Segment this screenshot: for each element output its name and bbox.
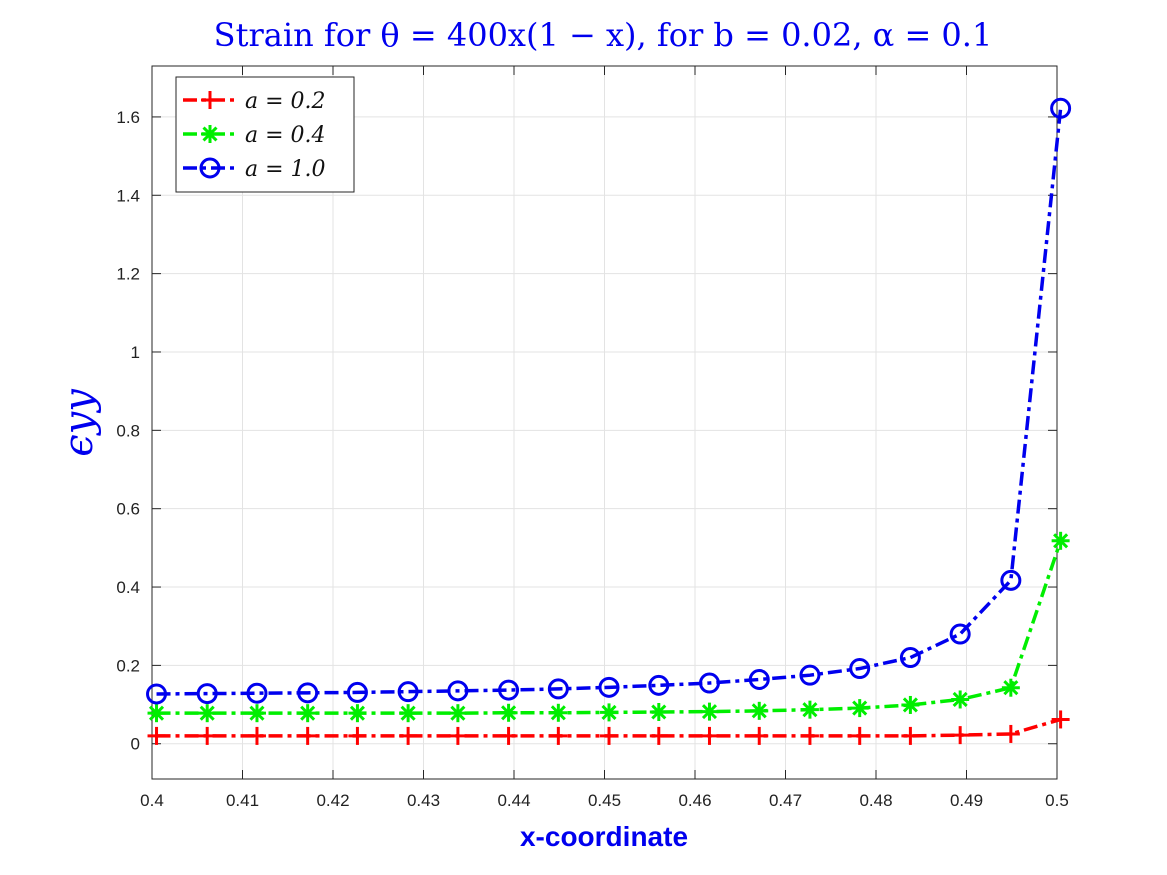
- data-point: [397, 681, 419, 703]
- data-point: [1051, 531, 1070, 550]
- y-tick-label: 0.6: [116, 500, 140, 519]
- data-point: [147, 726, 166, 745]
- data-point: [399, 726, 418, 745]
- x-axis-label: x-coordinate: [520, 821, 688, 852]
- data-point: [448, 726, 467, 745]
- data-point: [750, 726, 769, 745]
- data-point: [800, 700, 819, 719]
- data-point: [849, 658, 871, 680]
- legend-label: a = 0.4: [245, 123, 326, 148]
- legend-marker: [201, 91, 219, 109]
- data-point: [1051, 710, 1070, 729]
- data-point: [1001, 724, 1020, 743]
- data-point: [498, 679, 520, 701]
- data-point: [850, 726, 869, 745]
- data-point: [298, 726, 317, 745]
- x-tick-label: 0.44: [497, 791, 530, 810]
- x-tick-label: 0.46: [678, 791, 711, 810]
- data-point: [700, 726, 719, 745]
- x-tick-label: 0.49: [950, 791, 983, 810]
- data-point: [346, 681, 368, 703]
- data-point: [547, 678, 569, 700]
- data-point: [1050, 97, 1072, 119]
- data-point: [499, 726, 518, 745]
- data-point: [247, 726, 266, 745]
- data-point: [499, 703, 518, 722]
- y-tick-label: 1: [131, 343, 140, 362]
- legend-label: a = 1.0: [245, 157, 326, 182]
- series-line: [156, 108, 1063, 696]
- x-tick-label: 0.42: [316, 791, 349, 810]
- x-tick-label: 0.48: [859, 791, 892, 810]
- legend-label: a = 0.2: [245, 89, 326, 114]
- data-point: [1001, 678, 1020, 697]
- data-point: [951, 726, 970, 745]
- data-point: [800, 726, 819, 745]
- x-tick-label: 0.47: [769, 791, 802, 810]
- data-point: [198, 704, 217, 723]
- data-point: [698, 672, 720, 694]
- data-point: [901, 695, 920, 714]
- data-point: [649, 726, 668, 745]
- data-point: [348, 726, 367, 745]
- data-point: [799, 664, 821, 686]
- data-point: [297, 682, 319, 704]
- data-point: [1000, 569, 1022, 591]
- y-tick-label: 0.8: [116, 421, 140, 440]
- data-point: [598, 676, 620, 698]
- legend-entry: a = 0.4: [183, 123, 326, 148]
- y-tick-label: 1.4: [116, 186, 140, 205]
- legend-entry: a = 0.2: [183, 89, 326, 114]
- data-point: [146, 683, 168, 705]
- data-point: [648, 674, 670, 696]
- y-tick-label: 0: [131, 735, 140, 754]
- y-axis-label: ϵyy: [56, 388, 102, 457]
- data-point: [899, 647, 921, 669]
- data-point: [348, 704, 367, 723]
- data-point: [247, 704, 266, 723]
- y-tick-label: 1.6: [116, 108, 140, 127]
- data-point: [246, 682, 268, 704]
- data-point: [549, 726, 568, 745]
- data-point: [748, 668, 770, 690]
- data-point: [399, 704, 418, 723]
- y-tick-label: 0.4: [116, 578, 140, 597]
- data-point: [147, 704, 166, 723]
- data-point: [600, 726, 619, 745]
- legend: a = 0.2 a = 0.4 a = 1.0: [175, 76, 355, 193]
- data-point: [298, 704, 317, 723]
- x-tick-label: 0.43: [407, 791, 440, 810]
- series-1: [147, 710, 1070, 745]
- data-point: [600, 703, 619, 722]
- data-point: [649, 703, 668, 722]
- series-2: [147, 531, 1070, 723]
- data-point: [700, 702, 719, 721]
- legend-marker: [199, 157, 221, 179]
- y-tick-label: 0.2: [116, 656, 140, 675]
- axis-ticks: 0.4 0.41 0.42 0.43 0.44 0.45 0.46 0.47 0.48 0.49 0…: [116, 66, 1069, 810]
- data-point: [901, 726, 920, 745]
- x-tick-label: 0.5: [1045, 791, 1069, 810]
- x-tick-label: 0.4: [140, 791, 164, 810]
- series-layer: [146, 97, 1072, 745]
- data-point: [196, 683, 218, 705]
- x-tick-label: 0.45: [588, 791, 621, 810]
- data-point: [850, 699, 869, 718]
- data-point: [448, 704, 467, 723]
- legend-entry: a = 1.0: [183, 157, 326, 182]
- x-tick-label: 0.41: [226, 791, 259, 810]
- legend-marker: [201, 125, 219, 143]
- data-point: [951, 690, 970, 709]
- data-point: [549, 703, 568, 722]
- chart-title: Strain for θ = 400x(1 − x), for b = 0.02…: [214, 16, 993, 54]
- data-point: [949, 623, 971, 645]
- series-3: [146, 97, 1072, 705]
- y-tick-label: 1.2: [116, 265, 140, 284]
- data-point: [447, 680, 469, 702]
- data-point: [750, 701, 769, 720]
- data-point: [198, 726, 217, 745]
